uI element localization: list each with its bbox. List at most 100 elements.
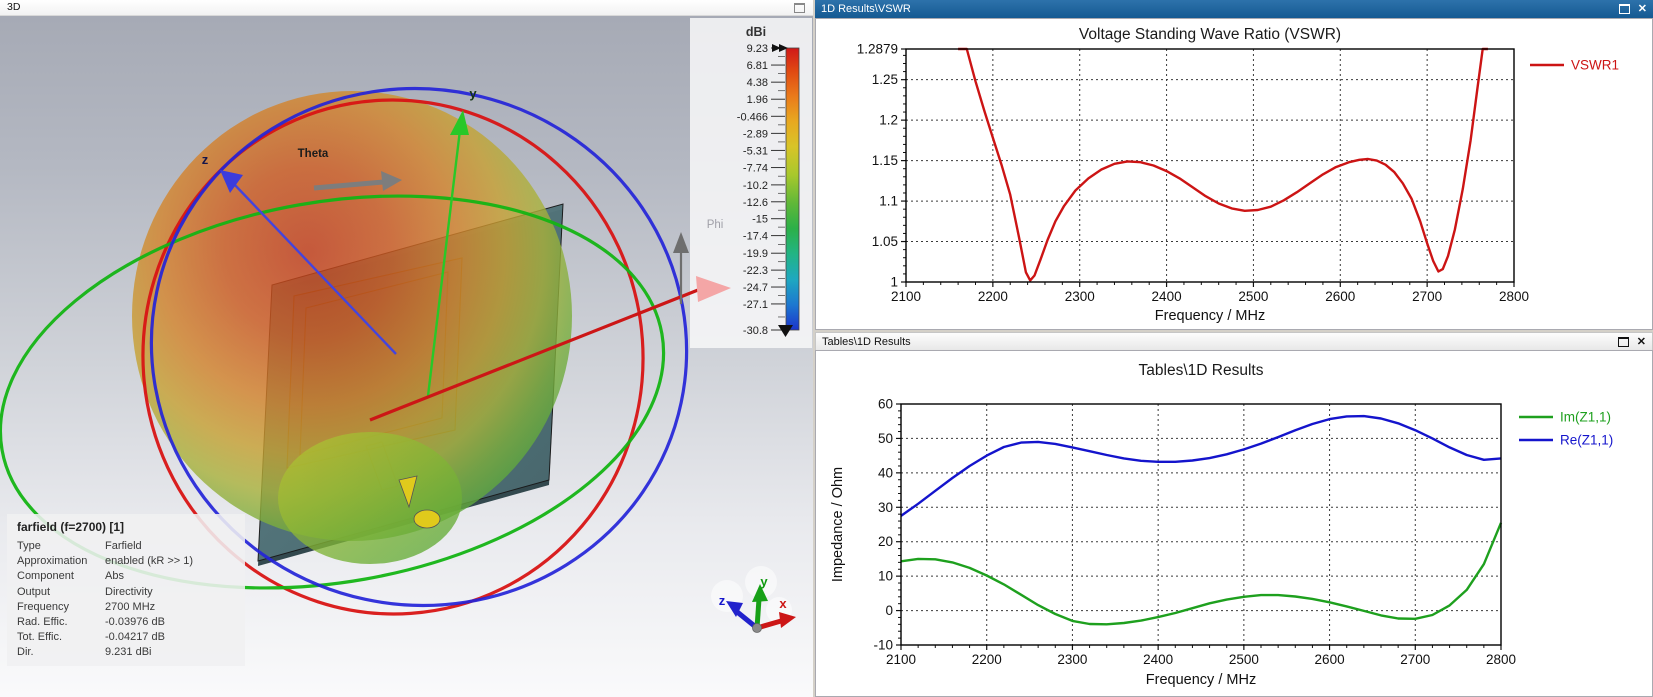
y-tick-label: 0 <box>885 603 893 618</box>
y-tick-label: 1.2879 <box>857 42 898 57</box>
y-tick-label: 50 <box>878 431 893 446</box>
x-tick-label: 2700 <box>1400 652 1430 667</box>
y-axis-arrow <box>426 110 469 397</box>
y-tick-label: 10 <box>878 569 893 584</box>
colorbar-tick-label: -27.1 <box>743 299 768 311</box>
series-Re(Z1,1)[interactable] <box>900 414 1502 517</box>
orientation-triad[interactable]: z y x <box>711 566 796 633</box>
colorbar-tick-label: -15 <box>752 214 768 226</box>
info-row: Output Directivity <box>17 585 153 598</box>
y-tick-label: 1.1 <box>879 194 898 209</box>
tables-window-title: Tables\1D Results <box>822 336 911 348</box>
3d-view-panel: 3D dBi 9.23 6.81 4.38 1.96 -0.466 -2.89 -5.31 -7… <box>0 0 813 697</box>
series-Im(Z1,1)[interactable] <box>900 522 1503 626</box>
maximize-icon[interactable] <box>1617 337 1629 347</box>
x-tick-label: 2200 <box>978 289 1008 304</box>
y-tick-label: 1.15 <box>872 153 898 168</box>
close-icon[interactable]: ✕ <box>1636 336 1646 348</box>
close-icon[interactable]: ✕ <box>1637 3 1647 15</box>
chart-title: Voltage Standing Wave Ratio (VSWR) <box>1079 26 1341 43</box>
phi-ring-green <box>0 194 666 590</box>
colorbar-tick-label: -30.8 <box>743 325 768 337</box>
vswr-window-titlebar[interactable]: 1D Results\VSWR ✕ <box>815 0 1653 18</box>
colorbar-tick-label: -7.74 <box>743 163 768 175</box>
x-tick-label: 2400 <box>1143 652 1173 667</box>
3d-panel-titlebar[interactable]: 3D <box>0 0 813 16</box>
colorbar-unit: dBi <box>746 25 766 39</box>
farfield-pattern-ball[interactable] <box>132 91 572 541</box>
x-tick-label: 2600 <box>1325 289 1355 304</box>
tables-plot-body[interactable]: 2100 2200 2300 2400 2500 2600 2700 2800 -10 0 10 20… <box>815 350 1653 697</box>
colorbar-tick-label: -5.31 <box>743 145 768 157</box>
3d-viewport[interactable]: dBi 9.23 6.81 4.38 1.96 -0.466 -2.89 -5.31 -7.74… <box>0 16 813 697</box>
x-tick-label: 2200 <box>972 652 1002 667</box>
x-axis-title: Frequency / MHz <box>1155 308 1265 324</box>
colorbar-tick-label: -0.466 <box>737 111 768 123</box>
x-tick-label: 2800 <box>1499 289 1529 304</box>
radiation-pattern-scene[interactable]: z y Theta Ph <box>0 16 813 697</box>
3d-panel-title: 3D <box>7 1 21 13</box>
info-row: Approximation enabled (kR >> 1) <box>17 555 194 568</box>
maximize-icon[interactable] <box>1618 4 1630 14</box>
plot-frame <box>900 403 1502 646</box>
x-tick-label: 2800 <box>1486 652 1516 667</box>
chart-title: Tables\1D Results <box>1139 362 1264 379</box>
colorbar-scale: dBi 9.23 6.81 4.38 1.96 -0.466 -2.89 -5.31 -7.74… <box>737 25 800 337</box>
legend-label[interactable]: Re(Z1,1) <box>1560 433 1613 448</box>
grid-lines <box>901 404 1501 645</box>
y-tick-label: 1 <box>890 275 898 290</box>
theta-arrow <box>313 171 402 191</box>
info-row: Rad. Effic. -0.03976 dB <box>17 616 165 629</box>
triad-origin <box>752 623 762 633</box>
info-row: Dir. 9.231 dBi <box>17 646 152 659</box>
x-tick-label: 2600 <box>1315 652 1345 667</box>
triad-x-label: x <box>779 596 787 611</box>
info-row: Component Abs <box>17 570 124 583</box>
colorbar-tick-label: 9.23 <box>747 43 768 55</box>
maximize-icon[interactable] <box>794 3 805 13</box>
theta-label: Theta <box>298 148 329 160</box>
series-VSWR1[interactable] <box>958 47 1488 282</box>
x-tick-label: 2300 <box>1057 652 1087 667</box>
theta-ring-red <box>141 98 645 616</box>
legend-label[interactable]: VSWR1 <box>1571 58 1619 73</box>
y-tick-label: 1.2 <box>879 113 898 128</box>
x-tick-label: 2700 <box>1412 289 1442 304</box>
z-axis-arrow <box>220 170 397 355</box>
x-tick-label: 2400 <box>1152 289 1182 304</box>
x-tick-label: 2300 <box>1065 289 1095 304</box>
y-axis-label: y <box>469 86 477 101</box>
y-tick-label: 40 <box>878 465 893 480</box>
legend-label[interactable]: Im(Z1,1) <box>1560 410 1611 425</box>
vswr-plot-body[interactable]: 2100 2200 2300 2400 2500 2600 2700 2800 1 1.05 1.1… <box>815 18 1653 330</box>
info-row: Type Farfield <box>17 540 142 552</box>
colorbar-tick-label: -12.6 <box>743 197 768 209</box>
colorbar-tick-label: 4.38 <box>747 77 768 89</box>
farfield-info-box: farfield (f=2700) [1] Type Farfield Approx… <box>7 514 245 666</box>
colorbar-tick-label: -24.7 <box>743 282 768 294</box>
colorbar-tick-label: -22.3 <box>743 265 768 277</box>
farfield-info-rows: Type Farfield Approximation enabled (kR >> … <box>17 539 245 661</box>
y-tick-label: 1.05 <box>872 234 898 249</box>
colorbar-tick-label: 1.96 <box>747 94 768 106</box>
colorbar-min-marker <box>778 325 793 337</box>
vswr-chart[interactable]: 2100 2200 2300 2400 2500 2600 2700 2800 1 1.05 1.1… <box>816 19 1652 329</box>
y-tick-label: -10 <box>873 638 893 653</box>
feed-port <box>398 475 441 529</box>
tables-window-titlebar[interactable]: Tables\1D Results ✕ <box>815 332 1653 350</box>
plot-frame <box>905 48 1515 283</box>
colorbar-tick-label: -17.4 <box>743 231 768 243</box>
triad-y-label: y <box>760 574 768 589</box>
y-tick-label: 20 <box>878 534 893 549</box>
z-axis-label: z <box>202 152 209 167</box>
impedance-chart[interactable]: 2100 2200 2300 2400 2500 2600 2700 2800 -10 0 10 20… <box>816 351 1652 696</box>
x-tick-label: 2100 <box>891 289 921 304</box>
grid-lines <box>906 49 1514 282</box>
x-tick-label: 2100 <box>886 652 916 667</box>
triad-z-label: z <box>719 593 726 608</box>
vswr-window-title: 1D Results\VSWR <box>821 3 911 15</box>
colorbar-tick-label: -2.89 <box>743 128 768 140</box>
y-axis-title: Impedance / Ohm <box>830 467 846 582</box>
x-tick-label: 2500 <box>1238 289 1268 304</box>
